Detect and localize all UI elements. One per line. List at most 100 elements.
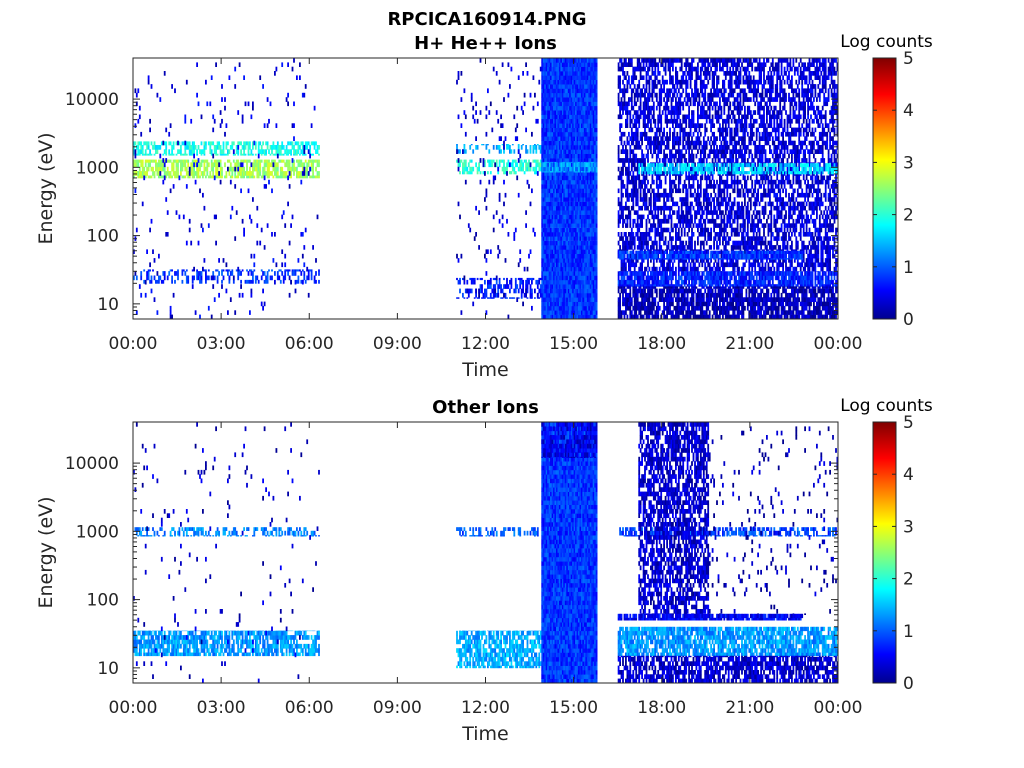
heatmap-cell bbox=[256, 275, 259, 281]
heatmap-cell bbox=[576, 131, 579, 137]
heatmap-cell bbox=[561, 114, 564, 120]
heatmap-cell bbox=[538, 145, 541, 150]
heatmap-cell bbox=[556, 249, 558, 254]
heatmap-cell bbox=[478, 210, 480, 215]
heatmap-cell bbox=[240, 141, 242, 146]
heatmap-cell bbox=[222, 149, 225, 154]
heatmap-cell bbox=[536, 159, 539, 163]
heatmap-cell bbox=[548, 305, 551, 311]
heatmap-cell bbox=[563, 218, 566, 224]
heatmap-cell bbox=[558, 210, 561, 215]
heatmap-cell bbox=[188, 141, 191, 146]
heatmap-cell bbox=[485, 288, 488, 294]
heatmap-cell bbox=[551, 105, 554, 111]
heatmap-cell bbox=[576, 214, 579, 220]
heatmap-cell bbox=[569, 249, 571, 254]
heatmap-cell bbox=[573, 262, 576, 268]
heatmap-cell bbox=[566, 145, 569, 150]
heatmap-cell bbox=[141, 171, 144, 176]
heatmap-cell bbox=[553, 145, 555, 150]
heatmap-cell bbox=[265, 171, 267, 176]
heatmap-cell bbox=[541, 110, 544, 115]
heatmap-cell bbox=[654, 79, 657, 85]
heatmap-cell bbox=[657, 62, 660, 67]
heatmap-cell bbox=[485, 131, 488, 137]
heatmap-cell bbox=[575, 288, 577, 294]
heatmap-cell bbox=[137, 88, 140, 94]
heatmap-cell bbox=[503, 179, 505, 185]
heatmap-cell bbox=[284, 175, 287, 179]
heatmap-cell bbox=[294, 271, 297, 276]
heatmap-cell bbox=[617, 97, 620, 102]
heatmap-cell bbox=[558, 171, 561, 176]
heatmap-cell bbox=[635, 101, 638, 107]
heatmap-cell bbox=[146, 145, 148, 150]
heatmap-cell bbox=[576, 310, 579, 315]
heatmap-cell bbox=[523, 92, 526, 98]
heatmap-cell bbox=[563, 118, 566, 124]
heatmap-cell bbox=[165, 145, 168, 150]
heatmap-cell bbox=[166, 275, 169, 281]
heatmap-cell bbox=[522, 279, 524, 285]
heatmap-cell bbox=[203, 166, 206, 172]
heatmap-cell bbox=[231, 271, 234, 276]
heatmap-cell bbox=[511, 144, 514, 146]
heatmap-cell bbox=[464, 159, 467, 163]
heatmap-cell bbox=[572, 249, 574, 254]
heatmap-cell bbox=[263, 123, 266, 128]
heatmap-cell bbox=[460, 123, 463, 128]
heatmap-cell bbox=[558, 288, 561, 294]
heatmap-cell bbox=[553, 62, 555, 67]
heatmap-cell bbox=[237, 162, 240, 168]
heatmap-cell bbox=[501, 123, 504, 128]
heatmap-cell bbox=[620, 201, 623, 207]
heatmap-cell bbox=[566, 284, 569, 289]
heatmap-cell bbox=[241, 114, 244, 120]
heatmap-cell bbox=[561, 140, 564, 146]
heatmap-cell bbox=[567, 114, 570, 120]
heatmap-cell bbox=[168, 153, 171, 156]
heatmap-cell bbox=[563, 140, 566, 146]
heatmap-cell bbox=[197, 101, 200, 107]
heatmap-cell bbox=[197, 166, 200, 172]
heatmap-cell bbox=[511, 162, 514, 168]
heatmap-cell bbox=[551, 271, 554, 276]
heatmap-cell bbox=[463, 88, 466, 94]
heatmap-cell bbox=[514, 159, 517, 163]
heatmap-cell bbox=[301, 175, 304, 179]
heatmap-cell bbox=[570, 71, 573, 76]
heatmap-cell bbox=[153, 175, 156, 179]
heatmap-cell bbox=[542, 158, 545, 163]
heatmap-cell bbox=[184, 140, 187, 146]
heatmap-cell bbox=[560, 218, 563, 224]
heatmap-cell bbox=[193, 275, 195, 281]
heatmap-cell bbox=[563, 145, 566, 150]
heatmap-cell bbox=[544, 297, 547, 302]
heatmap-cell bbox=[570, 66, 573, 72]
heatmap-cell bbox=[174, 171, 176, 176]
heatmap-cell bbox=[570, 240, 573, 246]
heatmap-cell bbox=[564, 88, 567, 94]
heatmap-cell bbox=[560, 292, 563, 298]
heatmap-cell bbox=[238, 171, 241, 176]
heatmap-cell bbox=[253, 162, 256, 168]
heatmap-cell bbox=[541, 266, 544, 272]
heatmap-cell bbox=[564, 279, 567, 285]
heatmap-cell bbox=[633, 97, 636, 102]
heatmap-cell bbox=[141, 149, 144, 154]
heatmap-cell bbox=[219, 110, 222, 115]
heatmap-cell bbox=[553, 88, 555, 94]
heatmap-cell bbox=[628, 140, 630, 146]
heatmap-cell bbox=[137, 159, 140, 163]
heatmap-cell bbox=[140, 292, 143, 298]
heatmap-cell bbox=[563, 284, 566, 289]
heatmap-cell bbox=[542, 227, 545, 233]
heatmap-cell bbox=[489, 297, 492, 299]
heatmap-cell bbox=[573, 114, 576, 120]
heatmap-cell bbox=[285, 153, 288, 156]
heatmap-cell bbox=[134, 188, 137, 194]
heatmap-cell bbox=[538, 166, 541, 172]
heatmap-cell bbox=[554, 188, 557, 194]
heatmap-cell bbox=[281, 62, 284, 67]
heatmap-cell bbox=[541, 275, 544, 281]
